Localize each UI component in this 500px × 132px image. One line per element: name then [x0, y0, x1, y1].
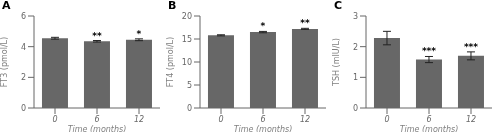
svg-text:0: 0 — [384, 115, 389, 124]
svg-text:6: 6 — [426, 115, 431, 124]
svg-text:**: ** — [92, 31, 102, 41]
html-text:C: C — [334, 0, 343, 12]
svg-text:Time (months): Time (months) — [234, 125, 293, 132]
svg-text:TSH (mIU/L): TSH (mIU/L) — [332, 38, 341, 87]
svg-text:10: 10 — [182, 58, 192, 67]
svg-text:15: 15 — [182, 35, 192, 44]
svg-text:FT3 (pmol/L): FT3 (pmol/L) — [8, 37, 9, 87]
html-text:A: A — [2, 0, 11, 12]
svg-text:0: 0 — [187, 104, 192, 113]
svg-text:6: 6 — [94, 115, 99, 124]
svg-text:20: 20 — [182, 12, 192, 21]
svg-text:3: 3 — [353, 12, 358, 21]
svg-text:2: 2 — [21, 73, 26, 82]
svg-text:0: 0 — [52, 115, 57, 124]
svg-text:Time (months): Time (months) — [400, 125, 459, 132]
svg-text:0: 0 — [21, 104, 26, 113]
svg-text:4: 4 — [21, 43, 26, 52]
svg-text:**: ** — [300, 18, 310, 28]
svg-text:5: 5 — [187, 81, 192, 90]
svg-text:12: 12 — [300, 115, 310, 124]
svg-text:12: 12 — [134, 115, 144, 124]
svg-text:2: 2 — [353, 43, 358, 52]
svg-text:0: 0 — [353, 104, 358, 113]
svg-text:0: 0 — [218, 115, 223, 124]
svg-text:6: 6 — [21, 12, 26, 21]
svg-text:12: 12 — [466, 115, 476, 124]
svg-text:*: * — [261, 21, 266, 31]
svg-text:1: 1 — [353, 73, 358, 82]
svg-text:***: *** — [464, 42, 478, 52]
svg-text:***: *** — [422, 46, 436, 56]
svg-text:6: 6 — [260, 115, 265, 124]
svg-text:*: * — [137, 29, 142, 39]
svg-text:FT4 (pmol/L): FT4 (pmol/L) — [166, 37, 175, 87]
html-text:B: B — [168, 0, 177, 12]
svg-text:Time (months): Time (months) — [68, 125, 127, 132]
